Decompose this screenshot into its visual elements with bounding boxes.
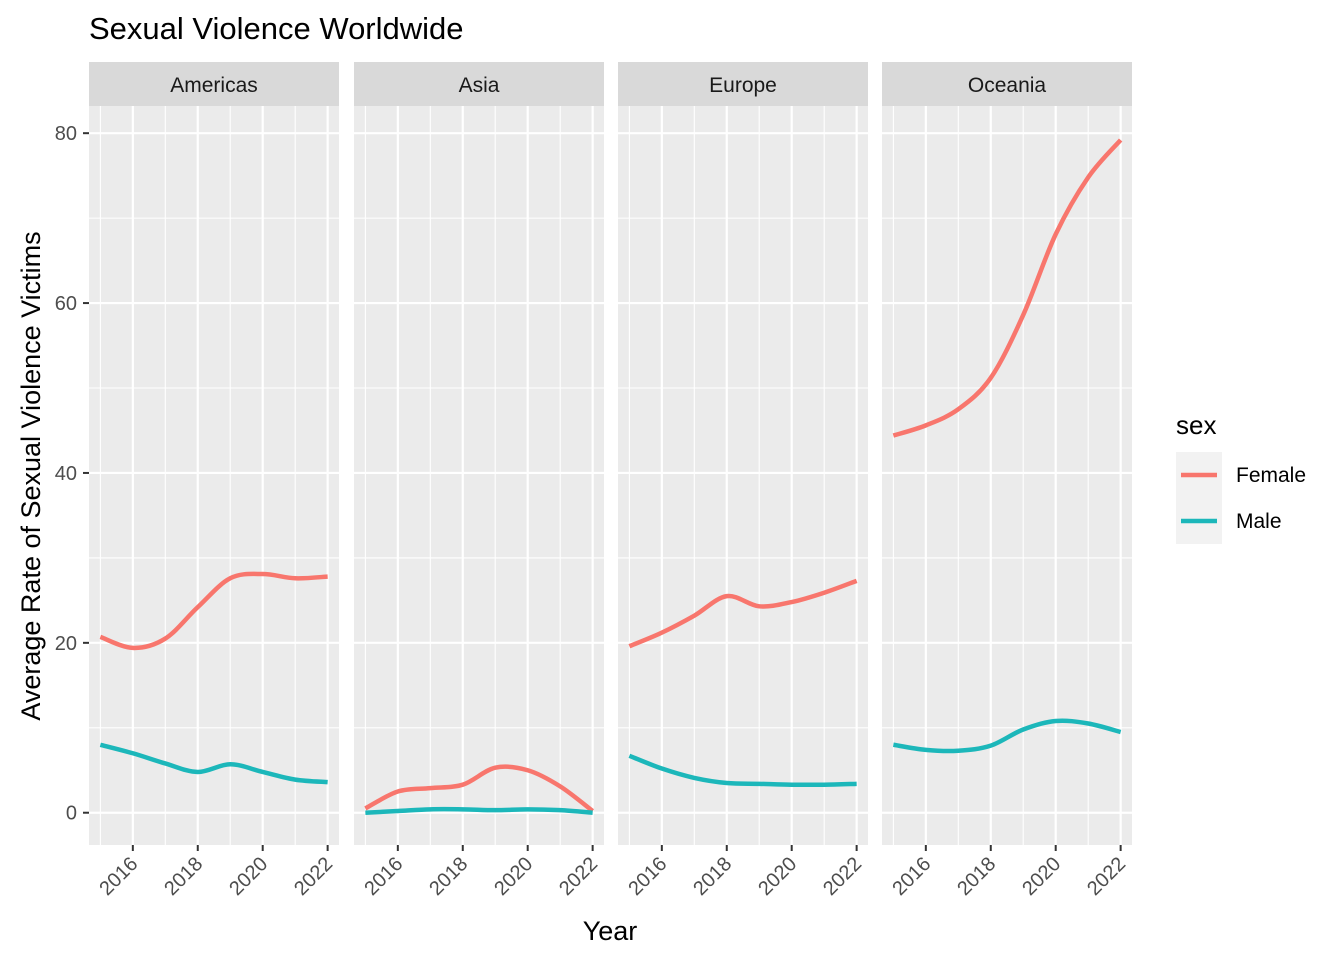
facet-panel-asia: Asia 2016 2018 2020 2022 [354, 62, 604, 900]
y-axis: 0 20 40 60 80 [55, 123, 89, 825]
x-tick-label: 2018 [689, 853, 736, 900]
series-line-male [365, 806, 593, 815]
series-line-female [892, 138, 1123, 438]
x-tick-label: 2020 [490, 853, 537, 900]
facet-label: Europe [709, 74, 777, 97]
x-tick-label: 2018 [953, 853, 1000, 900]
legend-label: Female [1236, 464, 1306, 487]
x-tick-label: 2016 [95, 853, 142, 900]
x-axis-title: Year [583, 916, 638, 946]
x-tick-label: 2018 [160, 853, 207, 900]
x-tick-label: 2020 [225, 853, 272, 900]
y-tick-label: 80 [55, 123, 77, 145]
legend-item-female: Female [1176, 452, 1306, 498]
series-line-female [99, 571, 328, 651]
facet-strip [354, 62, 604, 106]
panel-background [89, 106, 339, 845]
x-tick-label: 2020 [1018, 853, 1065, 900]
legend-title: sex [1176, 410, 1216, 440]
y-tick-label: 40 [55, 463, 77, 485]
x-tick-label: 2016 [360, 853, 407, 900]
x-tick-label: 2022 [555, 853, 602, 900]
legend-item-male: Male [1176, 498, 1282, 544]
facet-panels: Americas 2016 2018 2020 2022 Asia 2016 2018 2020… [89, 62, 1132, 900]
facet-label: Americas [170, 74, 258, 97]
facet-panel-europe: Europe 2016 2018 2020 2022 [618, 62, 868, 900]
facet-panel-americas: Americas 2016 2018 2020 2022 [89, 62, 339, 900]
panel-background [882, 106, 1132, 845]
series-line-female [628, 578, 858, 649]
chart-title: Sexual Violence Worldwide [89, 11, 464, 46]
legend: sex Female Male [1176, 410, 1306, 544]
x-tick-label: 2022 [290, 853, 337, 900]
facet-strip [618, 62, 868, 106]
x-tick-label: 2020 [754, 853, 801, 900]
y-tick-label: 60 [55, 293, 77, 315]
legend-label: Male [1236, 510, 1282, 533]
facet-strip [882, 62, 1132, 106]
x-tick-label: 2018 [425, 853, 472, 900]
x-tick-label: 2022 [1083, 853, 1130, 900]
y-axis-title: Average Rate of Sexual Violence Victims [16, 231, 46, 720]
panel-background [354, 106, 604, 845]
panel-background [618, 106, 868, 845]
facet-label: Oceania [968, 74, 1047, 97]
x-tick-label: 2016 [888, 853, 935, 900]
facet-panel-oceania: Oceania 2016 2018 2020 2022 [882, 62, 1132, 900]
series-line-male [628, 753, 857, 788]
x-tick-label: 2016 [624, 853, 671, 900]
facet-strip [89, 62, 339, 106]
y-tick-label: 0 [66, 803, 77, 825]
x-tick-label: 2022 [819, 853, 866, 900]
series-line-female [364, 764, 595, 813]
series-line-male [893, 718, 1122, 754]
facet-label: Asia [459, 74, 500, 97]
series-line-male [99, 742, 328, 785]
y-tick-label: 20 [55, 633, 77, 655]
